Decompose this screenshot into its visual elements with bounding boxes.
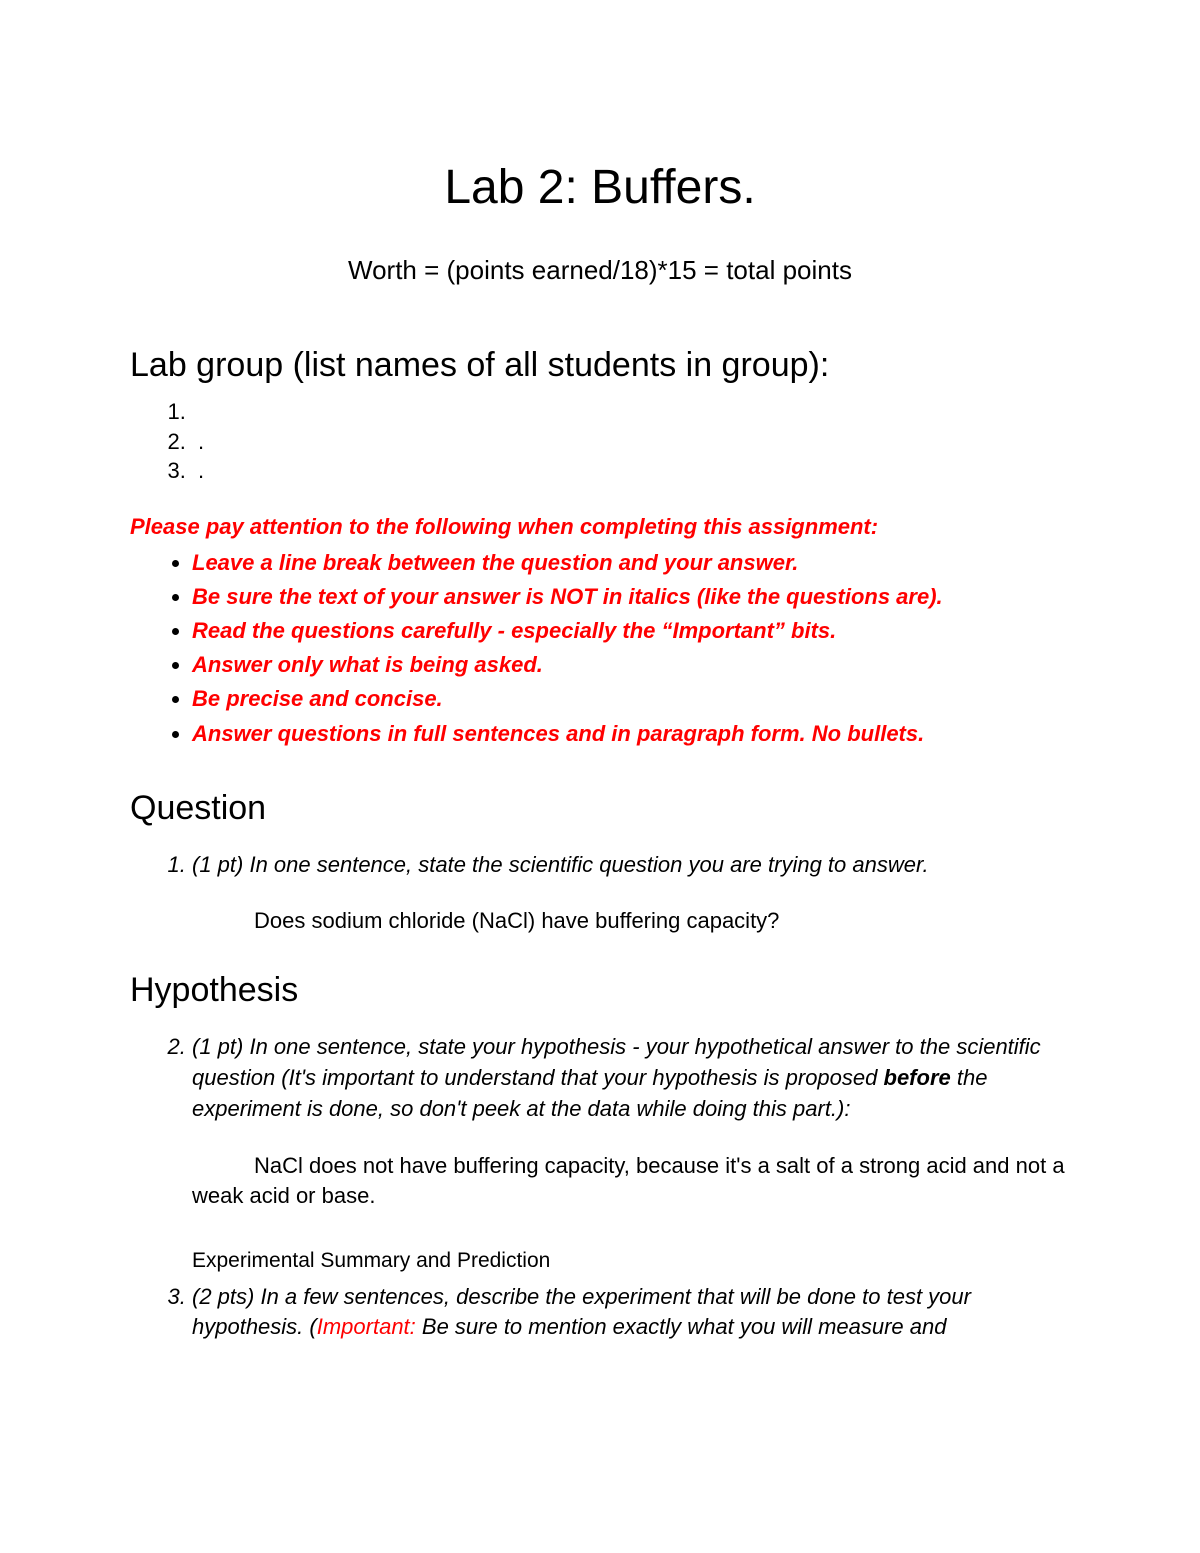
list-item: . [192, 456, 1070, 486]
instructions-list: Leave a line break between the question … [192, 546, 1070, 751]
instructions-intro: Please pay attention to the following wh… [130, 514, 1070, 540]
labgroup-list: . . [192, 397, 1070, 486]
experimental-subheading: Experimental Summary and Prediction [192, 1246, 1070, 1275]
list-item: Leave a line break between the question … [192, 546, 1070, 580]
hypothesis-list: (1 pt) In one sentence, state your hypot… [192, 1032, 1070, 1343]
list-item: Be sure the text of your answer is NOT i… [192, 580, 1070, 614]
labgroup-heading: Lab group (list names of all students in… [130, 346, 1070, 385]
q2-answer: NaCl does not have buffering capacity, b… [192, 1151, 1070, 1213]
q1-prompt: (1 pt) In one sentence, state the scient… [192, 852, 929, 877]
list-item [192, 397, 1070, 427]
question-heading: Question [130, 789, 1070, 828]
q2-bold: before [884, 1065, 951, 1090]
hypothesis-heading: Hypothesis [130, 971, 1070, 1010]
list-item: . [192, 427, 1070, 457]
q1-item: (1 pt) In one sentence, state the scient… [192, 850, 1070, 938]
q3-item: (2 pts) In a few sentences, describe the… [192, 1282, 1070, 1344]
q3-important: Important: [317, 1314, 416, 1339]
q3-suffix: Be sure to mention exactly what you will… [416, 1314, 947, 1339]
list-item: Be precise and concise. [192, 682, 1070, 716]
list-item: Read the questions carefully - especiall… [192, 614, 1070, 648]
worth-line: Worth = (points earned/18)*15 = total po… [130, 255, 1070, 286]
document-title: Lab 2: Buffers. [130, 160, 1070, 215]
q2-item: (1 pt) In one sentence, state your hypot… [192, 1032, 1070, 1275]
list-item: Answer only what is being asked. [192, 648, 1070, 682]
list-item: Answer questions in full sentences and i… [192, 717, 1070, 751]
question-list: (1 pt) In one sentence, state the scient… [192, 850, 1070, 938]
q1-answer: Does sodium chloride (NaCl) have bufferi… [254, 906, 1070, 937]
